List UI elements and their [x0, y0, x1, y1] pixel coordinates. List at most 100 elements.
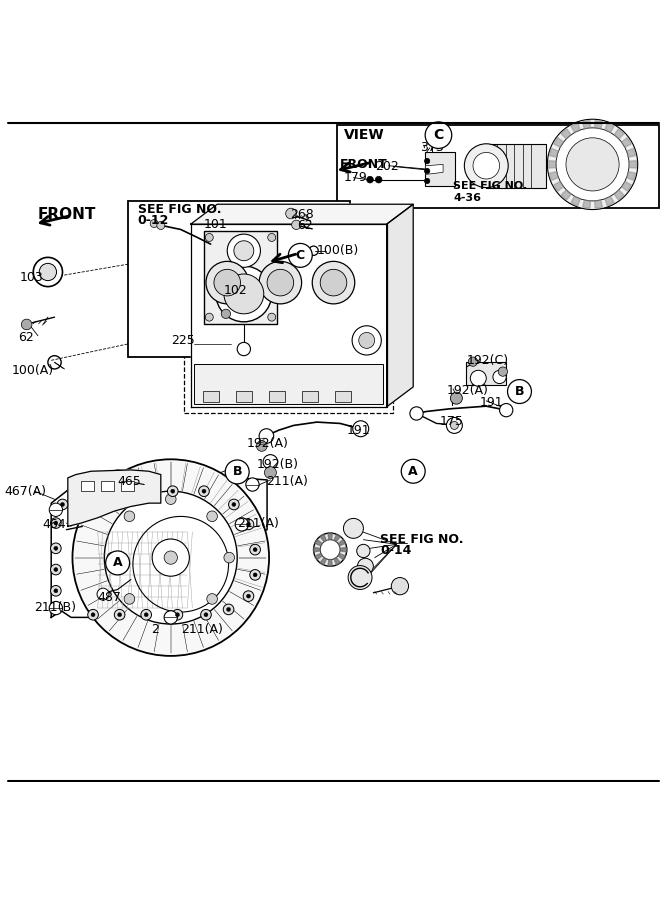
- Circle shape: [237, 342, 251, 356]
- Circle shape: [207, 511, 217, 522]
- Bar: [336, 391, 352, 401]
- Polygon shape: [582, 121, 590, 129]
- Circle shape: [392, 578, 409, 595]
- Circle shape: [51, 603, 61, 614]
- Text: C: C: [434, 128, 444, 142]
- Text: 211(B): 211(B): [35, 601, 77, 614]
- Circle shape: [227, 234, 260, 267]
- Polygon shape: [626, 172, 636, 180]
- Circle shape: [157, 221, 165, 230]
- Polygon shape: [605, 196, 614, 206]
- Circle shape: [267, 313, 275, 321]
- Text: 62: 62: [297, 219, 313, 232]
- Circle shape: [250, 570, 260, 580]
- Circle shape: [247, 522, 251, 526]
- Bar: [337, 124, 659, 208]
- Bar: [486, 145, 546, 187]
- Circle shape: [117, 613, 121, 617]
- Circle shape: [256, 441, 267, 451]
- Text: 202: 202: [375, 160, 398, 173]
- Polygon shape: [582, 200, 590, 208]
- Circle shape: [243, 590, 253, 601]
- Circle shape: [104, 491, 237, 624]
- Circle shape: [232, 502, 236, 507]
- Text: SEE FIG NO.: SEE FIG NO.: [137, 203, 221, 216]
- Polygon shape: [340, 547, 347, 552]
- Circle shape: [450, 392, 462, 404]
- Text: FRONT: FRONT: [38, 207, 96, 221]
- Circle shape: [221, 310, 231, 319]
- Circle shape: [229, 500, 239, 509]
- Bar: [425, 152, 455, 185]
- Circle shape: [313, 533, 347, 566]
- Circle shape: [201, 609, 211, 620]
- Polygon shape: [595, 121, 602, 129]
- Circle shape: [223, 604, 234, 615]
- Polygon shape: [328, 560, 332, 566]
- Circle shape: [175, 613, 179, 617]
- Circle shape: [267, 233, 275, 241]
- Circle shape: [202, 490, 206, 493]
- Polygon shape: [629, 160, 636, 168]
- Circle shape: [141, 609, 151, 620]
- Circle shape: [61, 502, 65, 507]
- Polygon shape: [550, 172, 558, 180]
- Circle shape: [446, 418, 462, 434]
- Circle shape: [312, 261, 355, 304]
- Text: 191: 191: [480, 396, 504, 409]
- Polygon shape: [191, 224, 387, 407]
- Text: 211(A): 211(A): [265, 474, 307, 488]
- Bar: [302, 391, 318, 401]
- Text: 100(B): 100(B): [317, 244, 359, 257]
- Text: 100(A): 100(A): [11, 364, 53, 377]
- Circle shape: [164, 551, 177, 564]
- Circle shape: [207, 594, 217, 604]
- Circle shape: [124, 594, 135, 604]
- Polygon shape: [561, 190, 571, 200]
- Polygon shape: [549, 160, 556, 168]
- Text: 0-14: 0-14: [380, 544, 412, 557]
- Circle shape: [73, 459, 269, 656]
- Circle shape: [259, 428, 273, 444]
- Text: 175: 175: [440, 415, 464, 428]
- Text: 487: 487: [97, 591, 121, 604]
- Text: VIEW: VIEW: [344, 128, 385, 142]
- Circle shape: [124, 511, 135, 522]
- Circle shape: [57, 500, 68, 509]
- Bar: [204, 230, 277, 324]
- Text: 101: 101: [204, 218, 227, 230]
- Circle shape: [205, 233, 213, 241]
- Circle shape: [450, 421, 458, 429]
- Circle shape: [21, 320, 32, 329]
- Circle shape: [353, 421, 369, 436]
- Circle shape: [263, 454, 277, 469]
- Text: 103: 103: [20, 271, 44, 284]
- Bar: [101, 482, 114, 491]
- Bar: [121, 482, 134, 491]
- Text: 192(A): 192(A): [247, 436, 289, 450]
- Circle shape: [235, 518, 249, 531]
- Circle shape: [267, 269, 293, 296]
- Circle shape: [424, 158, 430, 164]
- Text: 192(C): 192(C): [466, 354, 508, 367]
- Text: 211(A): 211(A): [181, 623, 223, 635]
- Circle shape: [359, 332, 375, 348]
- Polygon shape: [320, 535, 326, 542]
- Circle shape: [54, 568, 58, 572]
- Circle shape: [358, 558, 374, 574]
- Circle shape: [425, 122, 452, 148]
- Text: 465: 465: [117, 474, 141, 488]
- Circle shape: [199, 486, 209, 497]
- Circle shape: [105, 551, 129, 575]
- Polygon shape: [614, 190, 624, 200]
- Bar: [236, 391, 252, 401]
- Circle shape: [264, 466, 276, 479]
- Bar: [127, 201, 350, 357]
- Text: SEE FIG NO.: SEE FIG NO.: [453, 181, 528, 191]
- Circle shape: [376, 176, 382, 183]
- Circle shape: [320, 269, 347, 296]
- Bar: [81, 482, 94, 491]
- Polygon shape: [51, 470, 267, 617]
- Circle shape: [172, 609, 183, 620]
- Circle shape: [247, 594, 251, 598]
